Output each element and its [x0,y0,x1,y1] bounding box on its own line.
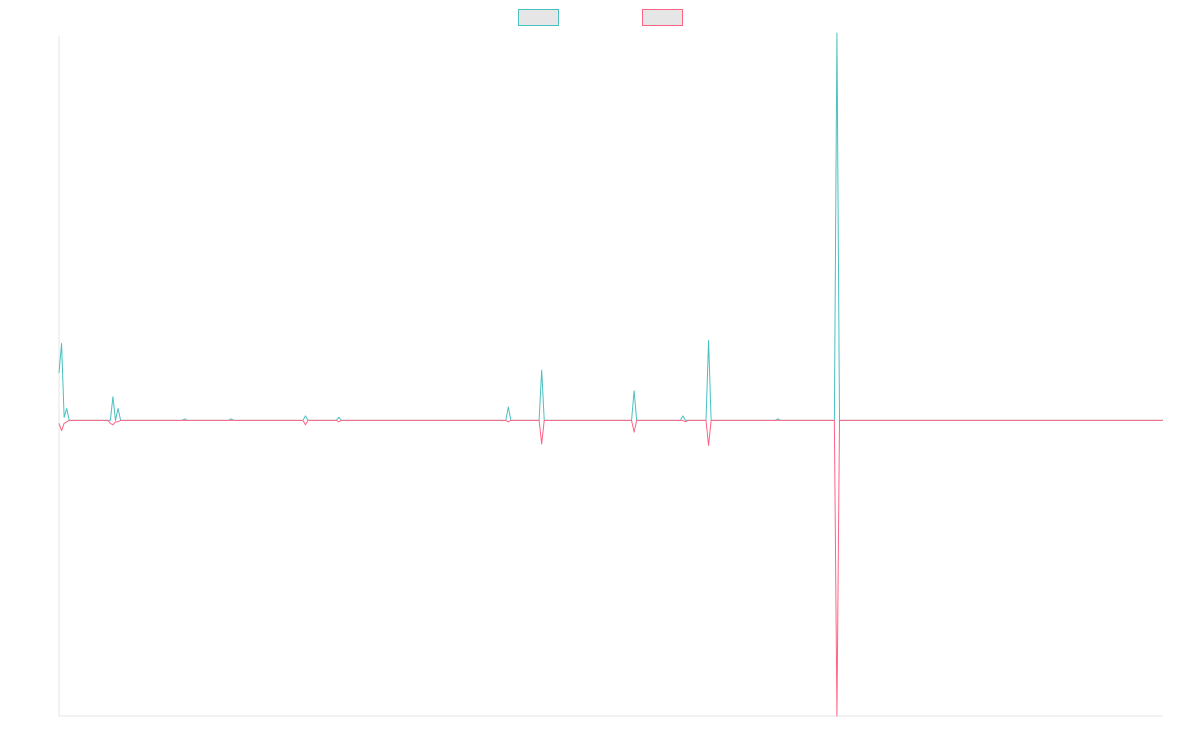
legend [518,9,683,26]
series-teal-line [58,32,1163,421]
axes [58,36,1163,717]
series-pink-line [58,419,1163,717]
series-layer [58,32,1163,717]
legend-item [518,9,559,26]
legend-swatch [642,9,683,26]
legend-swatch [518,9,559,26]
legend-item [642,9,683,26]
